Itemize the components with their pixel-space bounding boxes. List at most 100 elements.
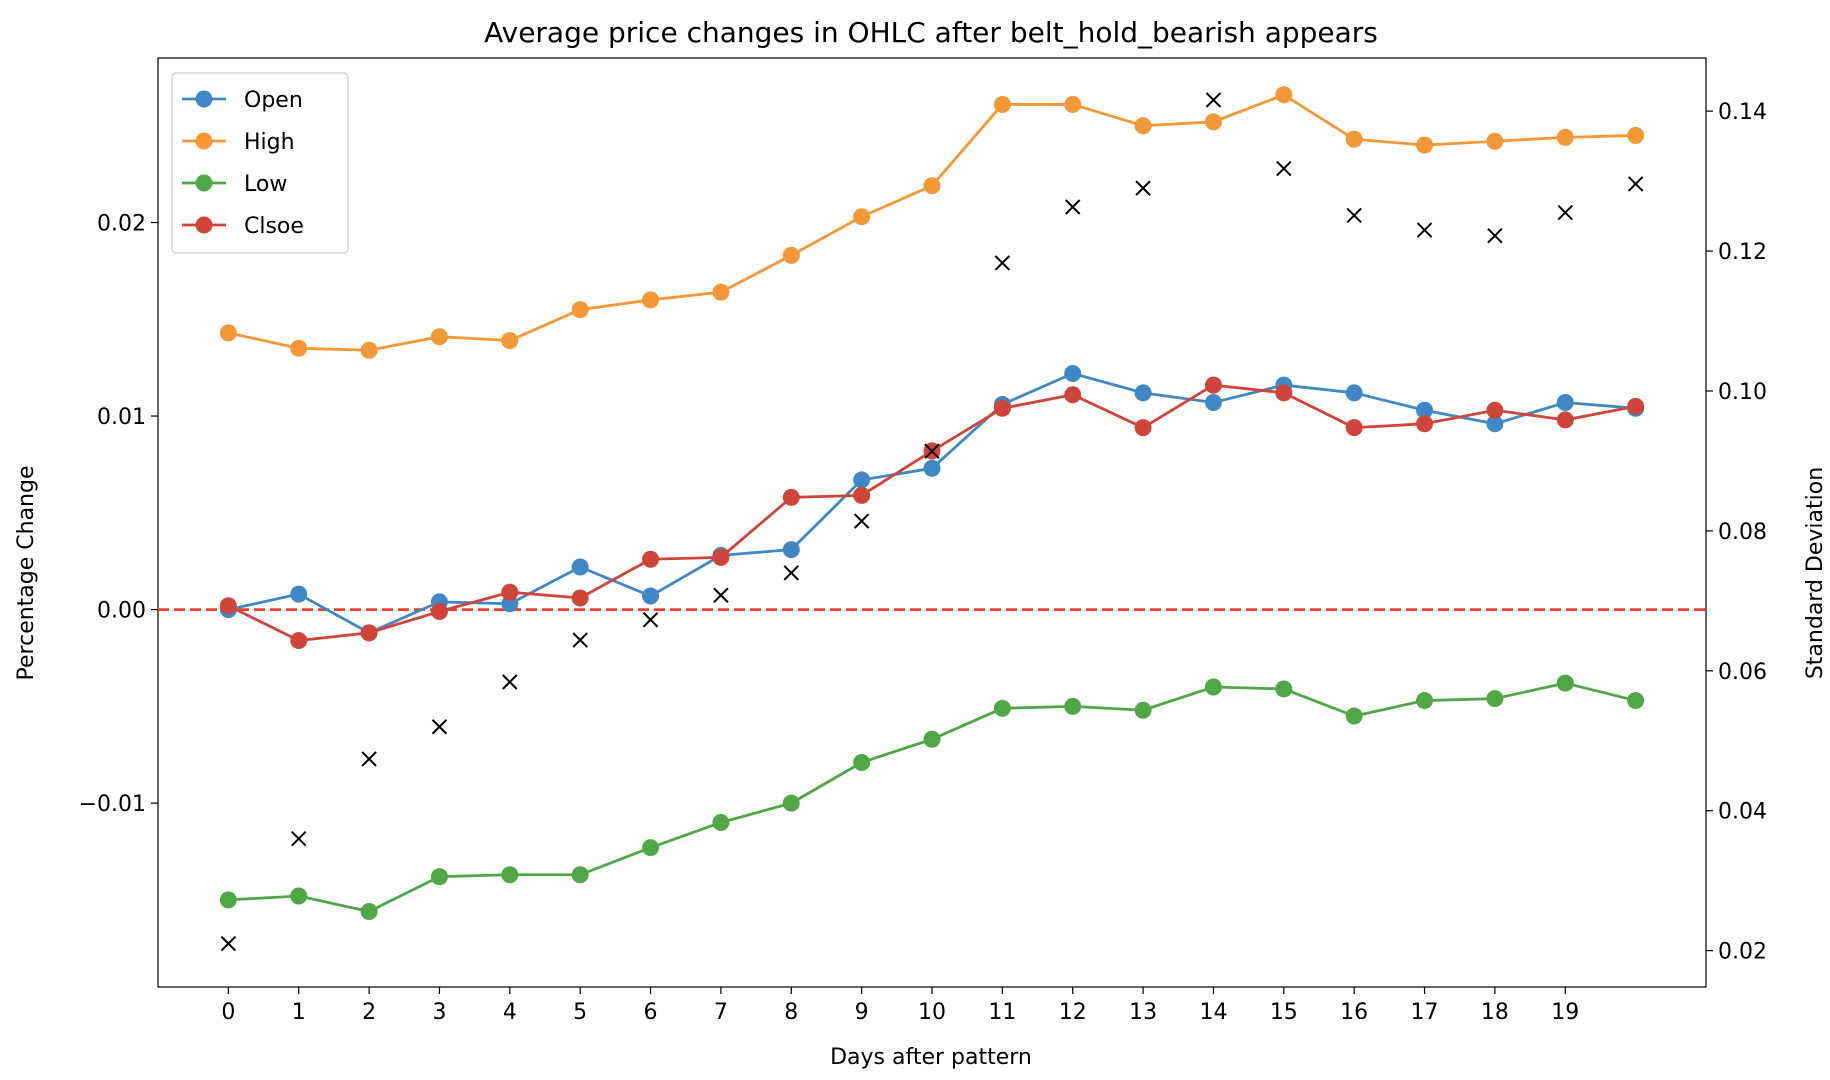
data-point-high xyxy=(1486,132,1504,150)
std-marker xyxy=(1346,207,1362,224)
x-tick-label: 16 xyxy=(1340,1000,1368,1025)
data-point-clsoe xyxy=(712,548,730,566)
x-tick-label: 5 xyxy=(573,1000,587,1025)
data-point-low xyxy=(1416,692,1434,710)
plot-frame xyxy=(157,57,1707,988)
std-marker xyxy=(572,632,588,648)
data-point-high xyxy=(993,95,1011,113)
data-point-high xyxy=(923,177,941,195)
x-tick-label: 17 xyxy=(1411,1000,1439,1025)
data-point-clsoe xyxy=(1486,401,1504,419)
data-point-high xyxy=(1345,130,1363,148)
data-point-low xyxy=(1627,692,1645,710)
data-point-clsoe xyxy=(1275,384,1293,402)
y-axis-title: Percentage Change xyxy=(14,466,39,681)
data-point-clsoe xyxy=(290,632,308,650)
data-point-low xyxy=(642,839,660,857)
std-marker xyxy=(361,751,377,767)
legend-box xyxy=(171,72,349,254)
y2-axis-title: Standard Deviation xyxy=(1803,467,1828,679)
std-marker xyxy=(1135,180,1151,196)
legend-label: Low xyxy=(244,172,287,197)
x-tick-label: 14 xyxy=(1199,1000,1227,1025)
y2-tick-label: 0.02 xyxy=(1718,940,1767,965)
data-point-low xyxy=(1064,697,1082,715)
y-tick-label: 0.02 xyxy=(97,212,146,237)
data-point-clsoe xyxy=(571,589,589,607)
data-point-open xyxy=(1345,384,1363,402)
x-tick-label: 12 xyxy=(1059,1000,1087,1025)
legend-marker xyxy=(195,216,213,234)
data-point-low xyxy=(1556,674,1574,692)
data-point-clsoe xyxy=(1064,386,1082,404)
data-point-high xyxy=(219,324,237,342)
data-point-low xyxy=(993,699,1011,717)
data-point-low xyxy=(360,903,378,921)
data-point-open xyxy=(853,471,871,489)
data-point-low xyxy=(1204,678,1222,696)
data-point-clsoe xyxy=(1345,419,1363,437)
std-marker xyxy=(1627,176,1644,192)
x-tick-label: 10 xyxy=(918,1000,946,1025)
x-tick-label: 18 xyxy=(1481,1000,1509,1025)
y2-tick-label: 0.08 xyxy=(1718,520,1767,545)
data-point-clsoe xyxy=(993,399,1011,417)
data-point-open xyxy=(923,459,941,477)
std-marker xyxy=(994,255,1011,271)
series-line-high xyxy=(228,93,1636,352)
data-point-open xyxy=(1064,364,1082,382)
data-point-clsoe xyxy=(360,624,378,642)
y2-tick-label: 0.04 xyxy=(1718,800,1767,825)
y-tick-label: 0.00 xyxy=(97,599,146,624)
x-tick-label: 7 xyxy=(714,1000,728,1025)
data-point-low xyxy=(923,730,941,748)
data-point-open xyxy=(571,558,589,576)
data-point-clsoe xyxy=(219,597,237,615)
data-point-open xyxy=(1204,394,1222,412)
x-tick-label: 0 xyxy=(221,1000,235,1025)
data-point-low xyxy=(501,866,519,884)
x-tick-label: 6 xyxy=(644,1000,658,1025)
data-point-high xyxy=(712,283,730,301)
y2-tick-label: 0.14 xyxy=(1718,100,1767,125)
data-point-high xyxy=(1275,86,1293,104)
data-point-open xyxy=(1556,394,1574,412)
data-point-high xyxy=(782,246,800,264)
std-marker xyxy=(1276,160,1292,177)
std-marker xyxy=(1205,92,1222,108)
std-marker xyxy=(431,719,448,735)
chart-title: Average price changes in OHLC after belt… xyxy=(484,16,1378,49)
data-point-low xyxy=(853,753,871,771)
x-tick-label: 13 xyxy=(1129,1000,1157,1025)
data-point-open xyxy=(1134,384,1152,402)
data-point-low xyxy=(1486,690,1504,708)
data-point-open xyxy=(642,587,660,605)
std-marker xyxy=(1065,199,1081,215)
data-point-high xyxy=(360,341,378,359)
data-point-clsoe xyxy=(430,603,448,621)
std-marker xyxy=(713,587,729,603)
data-point-clsoe xyxy=(1134,419,1152,437)
x-tick-label: 2 xyxy=(362,1000,376,1025)
data-point-open xyxy=(290,585,308,603)
data-point-clsoe xyxy=(501,583,519,601)
data-point-low xyxy=(571,866,589,884)
data-point-clsoe xyxy=(1416,415,1434,433)
data-point-high xyxy=(853,208,871,226)
x-tick-label: 3 xyxy=(432,1000,446,1025)
legend-label: Clsoe xyxy=(244,214,304,239)
data-point-low xyxy=(290,887,308,905)
legend-label: Open xyxy=(244,88,303,113)
x-tick-label: 8 xyxy=(784,1000,798,1025)
data-point-low xyxy=(430,868,448,886)
y2-tick-label: 0.12 xyxy=(1718,240,1767,265)
y2-tick-label: 0.06 xyxy=(1718,660,1767,685)
std-marker xyxy=(853,513,870,529)
std-marker xyxy=(924,443,940,459)
data-point-high xyxy=(1416,136,1434,154)
x-tick-label: 4 xyxy=(503,1000,517,1025)
x-tick-label: 9 xyxy=(855,1000,869,1025)
data-point-clsoe xyxy=(1204,376,1222,394)
data-point-high xyxy=(1134,117,1152,135)
